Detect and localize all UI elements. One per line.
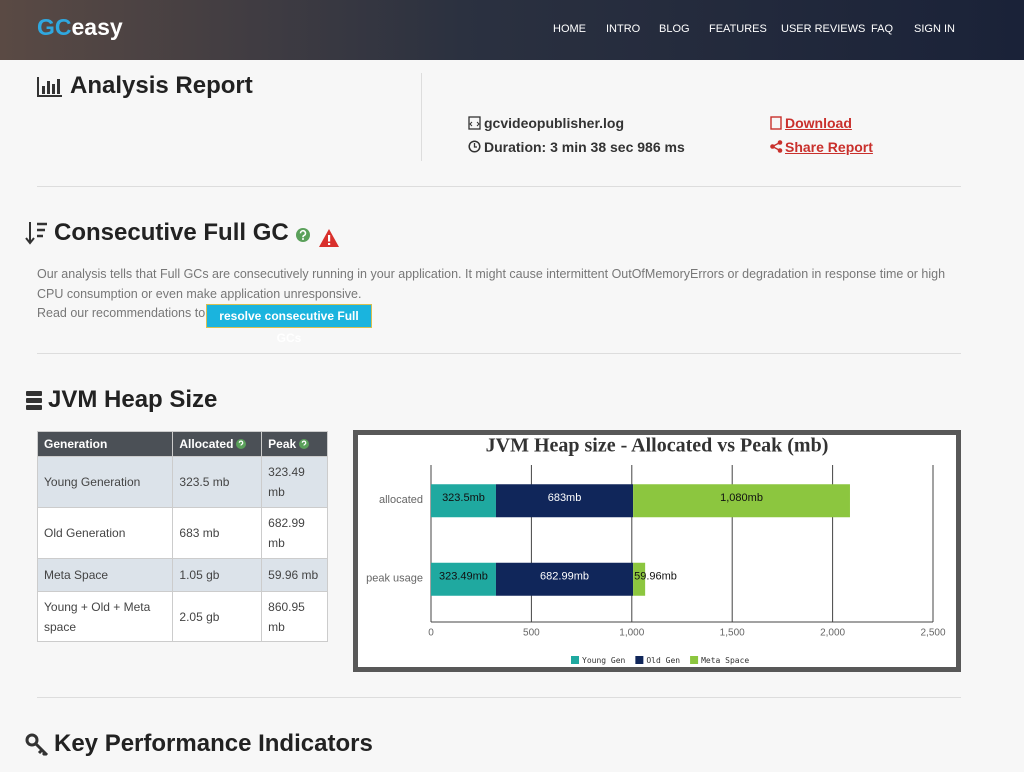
x-tick-label: 1,500 — [720, 628, 745, 639]
chart-icon — [37, 77, 62, 97]
divider — [421, 73, 422, 161]
table-row: Young + Old + Meta space 2.05 gb 860.95 mb — [36, 591, 328, 642]
bar-segment — [431, 484, 496, 518]
bar-segment — [431, 562, 496, 596]
value-label: 59.96mb — [634, 571, 677, 583]
table-cell: Meta Space — [36, 558, 174, 592]
duration: Duration: 3 min 38 sec 986 ms — [484, 139, 685, 155]
legend-swatch — [690, 656, 699, 664]
bar-segment — [495, 562, 634, 596]
y-tick-label: allocated — [379, 494, 423, 506]
bar-segment — [495, 484, 634, 518]
table-cell: Old Generation — [36, 507, 174, 559]
x-tick-label: 1,000 — [619, 628, 644, 639]
value-label: 323.49mb — [439, 571, 488, 583]
download-link[interactable]: Download — [785, 115, 852, 131]
header-text: Generation — [44, 437, 108, 451]
recommendation-text: Read our recommendations to — [37, 306, 206, 320]
header — [0, 0, 1024, 60]
legend-label: Young Gen — [582, 656, 626, 665]
header-cell: Allocated — [172, 431, 263, 457]
chart: JVM Heap size - Allocated vs Peak (mb) 0… — [366, 435, 946, 665]
x-tick-label: 500 — [523, 628, 540, 639]
share-icon — [770, 140, 783, 153]
legend-swatch — [571, 656, 579, 664]
clock-icon — [468, 140, 481, 153]
nav-link[interactable]: SIGN IN — [914, 23, 955, 35]
consecutive-text: Our analysis tells that Full GCs are con… — [37, 267, 946, 301]
y-tick-label: peak usage — [366, 573, 423, 585]
consecutive-title: Consecutive Full GC — [54, 219, 289, 246]
x-tick-label: 2,500 — [920, 628, 945, 639]
server-icon — [26, 391, 42, 410]
nav-link[interactable]: HOME — [553, 23, 586, 35]
heap-table: Generation Allocated Peak Young Generation 3… — [36, 431, 328, 642]
warning-icon — [319, 229, 339, 247]
heap-title: JVM Heap Size — [48, 386, 218, 413]
logo-prefix: GC — [37, 14, 72, 40]
table-row: Young Generation 323.5 mb 323.49 mb — [36, 456, 328, 508]
header-cell: Peak — [261, 431, 328, 457]
nav-link[interactable]: INTRO — [606, 23, 641, 35]
table-cell: 2.05 gb — [172, 591, 263, 642]
table-row: Old Generation 683 mb 682.99 mb — [36, 507, 328, 559]
nav-link[interactable]: BLOG — [659, 23, 690, 35]
resolve-button[interactable]: resolve consecutive Full GCs — [206, 304, 372, 345]
nav-link[interactable]: FEATURES — [709, 23, 767, 35]
table-cell: 59.96 mb — [261, 558, 328, 592]
report-title: Analysis Report — [70, 72, 253, 99]
nav-link[interactable]: FAQ — [871, 23, 894, 35]
kpi-title: Key Performance Indicators — [54, 730, 373, 757]
chart-frame — [353, 430, 961, 672]
table-row: Meta Space 1.05 gb 59.96 mb — [36, 558, 328, 592]
legend-label: Meta Space — [701, 656, 749, 665]
share-link[interactable]: Share Report — [785, 139, 873, 155]
table-cell: 682.99 mb — [261, 507, 328, 559]
file-icon — [468, 116, 481, 130]
table-cell: 323.5 mb — [172, 456, 263, 508]
table-cell: 323.49 mb — [261, 456, 328, 508]
divider — [37, 186, 961, 187]
pdf-icon — [770, 116, 782, 130]
chart-title: JVM Heap size - Allocated vs Peak (mb) — [486, 435, 829, 457]
bar-segment — [633, 562, 646, 596]
x-tick-label: 0 — [428, 628, 434, 639]
sort-icon — [25, 222, 47, 245]
legend-swatch — [635, 656, 644, 664]
value-label: 323.5mb — [442, 492, 485, 504]
table-header: Generation Allocated Peak — [36, 431, 328, 457]
header-text: Peak — [268, 437, 297, 451]
file-name: gcvideopublisher.log — [484, 115, 625, 131]
header-cell: Generation — [36, 431, 174, 457]
table-cell: 683 mb — [172, 507, 263, 559]
table-cell: 860.95 mb — [261, 591, 328, 642]
value-label: 682.99mb — [540, 571, 589, 583]
logo-suffix: easy — [71, 14, 123, 40]
help-icon[interactable] — [296, 228, 310, 242]
table-cell: Young Generation — [36, 456, 174, 508]
x-tick-label: 2,000 — [820, 628, 845, 639]
value-label: 1,080mb — [720, 492, 763, 504]
header-text: Allocated — [179, 437, 234, 451]
table-cell: Young + Old + Meta space — [36, 591, 174, 642]
divider — [37, 697, 961, 698]
nav-link[interactable]: USER REVIEWS — [781, 23, 866, 35]
legend-label: Old Gen — [646, 656, 680, 665]
divider — [37, 353, 961, 354]
bar-segment — [633, 484, 850, 518]
key-icon — [25, 733, 49, 757]
logo[interactable]: GCeasy — [37, 14, 123, 41]
table-cell: 1.05 gb — [172, 558, 263, 592]
value-label: 683mb — [548, 492, 582, 504]
